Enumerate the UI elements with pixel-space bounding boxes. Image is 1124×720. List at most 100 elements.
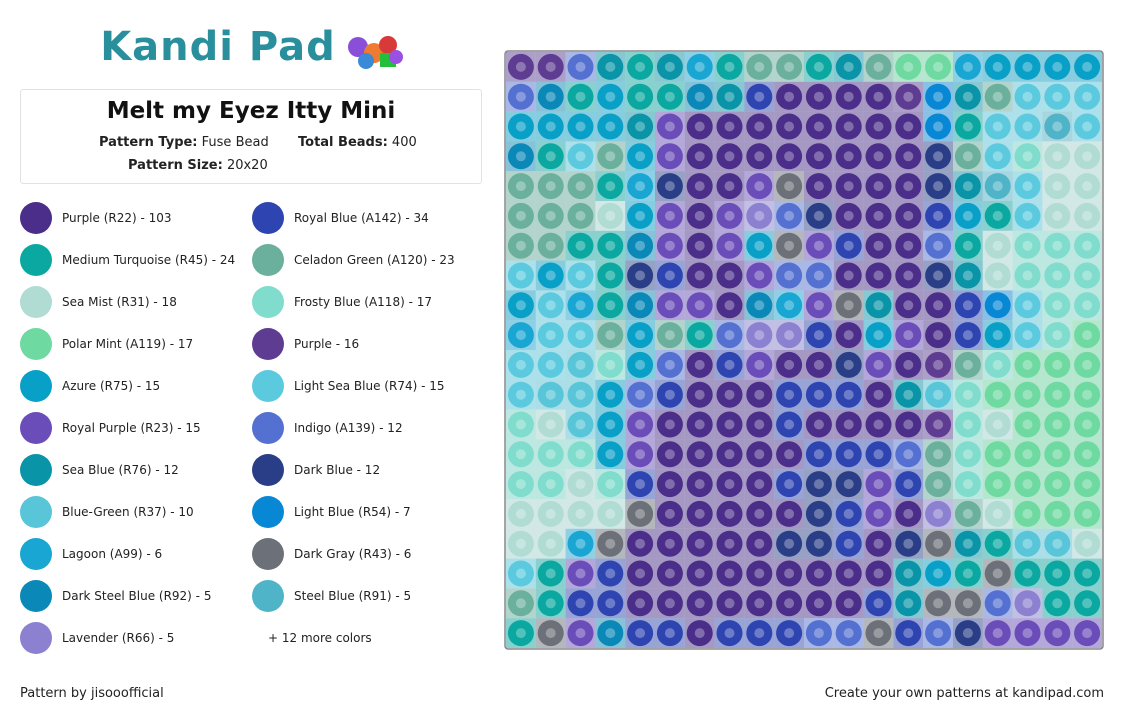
bead[interactable] [1074,500,1101,527]
bead[interactable] [567,620,594,647]
bead[interactable] [895,411,922,438]
bead[interactable] [537,590,564,617]
bead[interactable] [984,202,1011,229]
bead[interactable] [507,530,534,557]
bead[interactable] [746,292,773,319]
bead[interactable] [1044,590,1071,617]
bead[interactable] [567,381,594,408]
bead[interactable] [925,500,952,527]
bead[interactable] [925,590,952,617]
bead[interactable] [716,113,743,140]
bead[interactable] [686,143,713,170]
bead[interactable] [805,530,832,557]
bead[interactable] [954,530,981,557]
bead[interactable] [805,292,832,319]
bead[interactable] [865,53,892,80]
bead[interactable] [1074,143,1101,170]
bead[interactable] [507,202,534,229]
bead[interactable] [686,83,713,110]
bead[interactable] [984,441,1011,468]
bead[interactable] [686,173,713,200]
bead[interactable] [1074,620,1101,647]
bead[interactable] [954,411,981,438]
bead[interactable] [776,500,803,527]
bead[interactable] [805,590,832,617]
bead[interactable] [627,530,654,557]
bead[interactable] [865,590,892,617]
bead[interactable] [1044,500,1071,527]
bead[interactable] [597,113,624,140]
bead[interactable] [686,441,713,468]
bead[interactable] [865,441,892,468]
bead[interactable] [835,411,862,438]
bead[interactable] [567,83,594,110]
bead[interactable] [1044,83,1071,110]
bead[interactable] [895,381,922,408]
bead[interactable] [716,232,743,259]
bead[interactable] [716,53,743,80]
bead[interactable] [865,173,892,200]
logo[interactable]: Kandi Pad [0,24,504,70]
bead[interactable] [776,590,803,617]
bead[interactable] [656,381,683,408]
bead[interactable] [895,53,922,80]
bead[interactable] [865,351,892,378]
bead[interactable] [567,53,594,80]
bead[interactable] [865,530,892,557]
bead[interactable] [1014,262,1041,289]
bead[interactable] [954,143,981,170]
bead[interactable] [507,411,534,438]
bead[interactable] [597,590,624,617]
bead[interactable] [1014,590,1041,617]
bead[interactable] [954,292,981,319]
bead[interactable] [865,381,892,408]
bead[interactable] [925,83,952,110]
bead[interactable] [627,441,654,468]
bead[interactable] [537,173,564,200]
bead[interactable] [537,322,564,349]
bead[interactable] [1074,262,1101,289]
bead[interactable] [925,292,952,319]
bead[interactable] [716,173,743,200]
bead[interactable] [1014,292,1041,319]
bead[interactable] [597,530,624,557]
bead[interactable] [507,620,534,647]
bead[interactable] [597,83,624,110]
bead[interactable] [954,560,981,587]
bead[interactable] [954,471,981,498]
bead[interactable] [835,232,862,259]
bead[interactable] [1044,292,1071,319]
bead[interactable] [686,381,713,408]
bead[interactable] [716,620,743,647]
bead[interactable] [865,620,892,647]
bead[interactable] [865,500,892,527]
bead[interactable] [597,173,624,200]
bead[interactable] [835,500,862,527]
bead[interactable] [835,173,862,200]
bead[interactable] [567,143,594,170]
bead[interactable] [895,590,922,617]
bead[interactable] [746,411,773,438]
bead[interactable] [716,202,743,229]
bead[interactable] [1014,351,1041,378]
bead[interactable] [656,113,683,140]
bead[interactable] [597,560,624,587]
bead[interactable] [597,53,624,80]
bead[interactable] [954,202,981,229]
bead[interactable] [627,322,654,349]
bead[interactable] [507,471,534,498]
bead[interactable] [1014,113,1041,140]
bead[interactable] [627,471,654,498]
bead[interactable] [835,262,862,289]
bead[interactable] [627,351,654,378]
bead[interactable] [925,143,952,170]
bead[interactable] [686,471,713,498]
bead[interactable] [686,53,713,80]
bead[interactable] [627,381,654,408]
bead[interactable] [835,113,862,140]
bead[interactable] [776,530,803,557]
bead[interactable] [1074,173,1101,200]
bead[interactable] [925,411,952,438]
bead[interactable] [865,411,892,438]
bead[interactable] [537,560,564,587]
